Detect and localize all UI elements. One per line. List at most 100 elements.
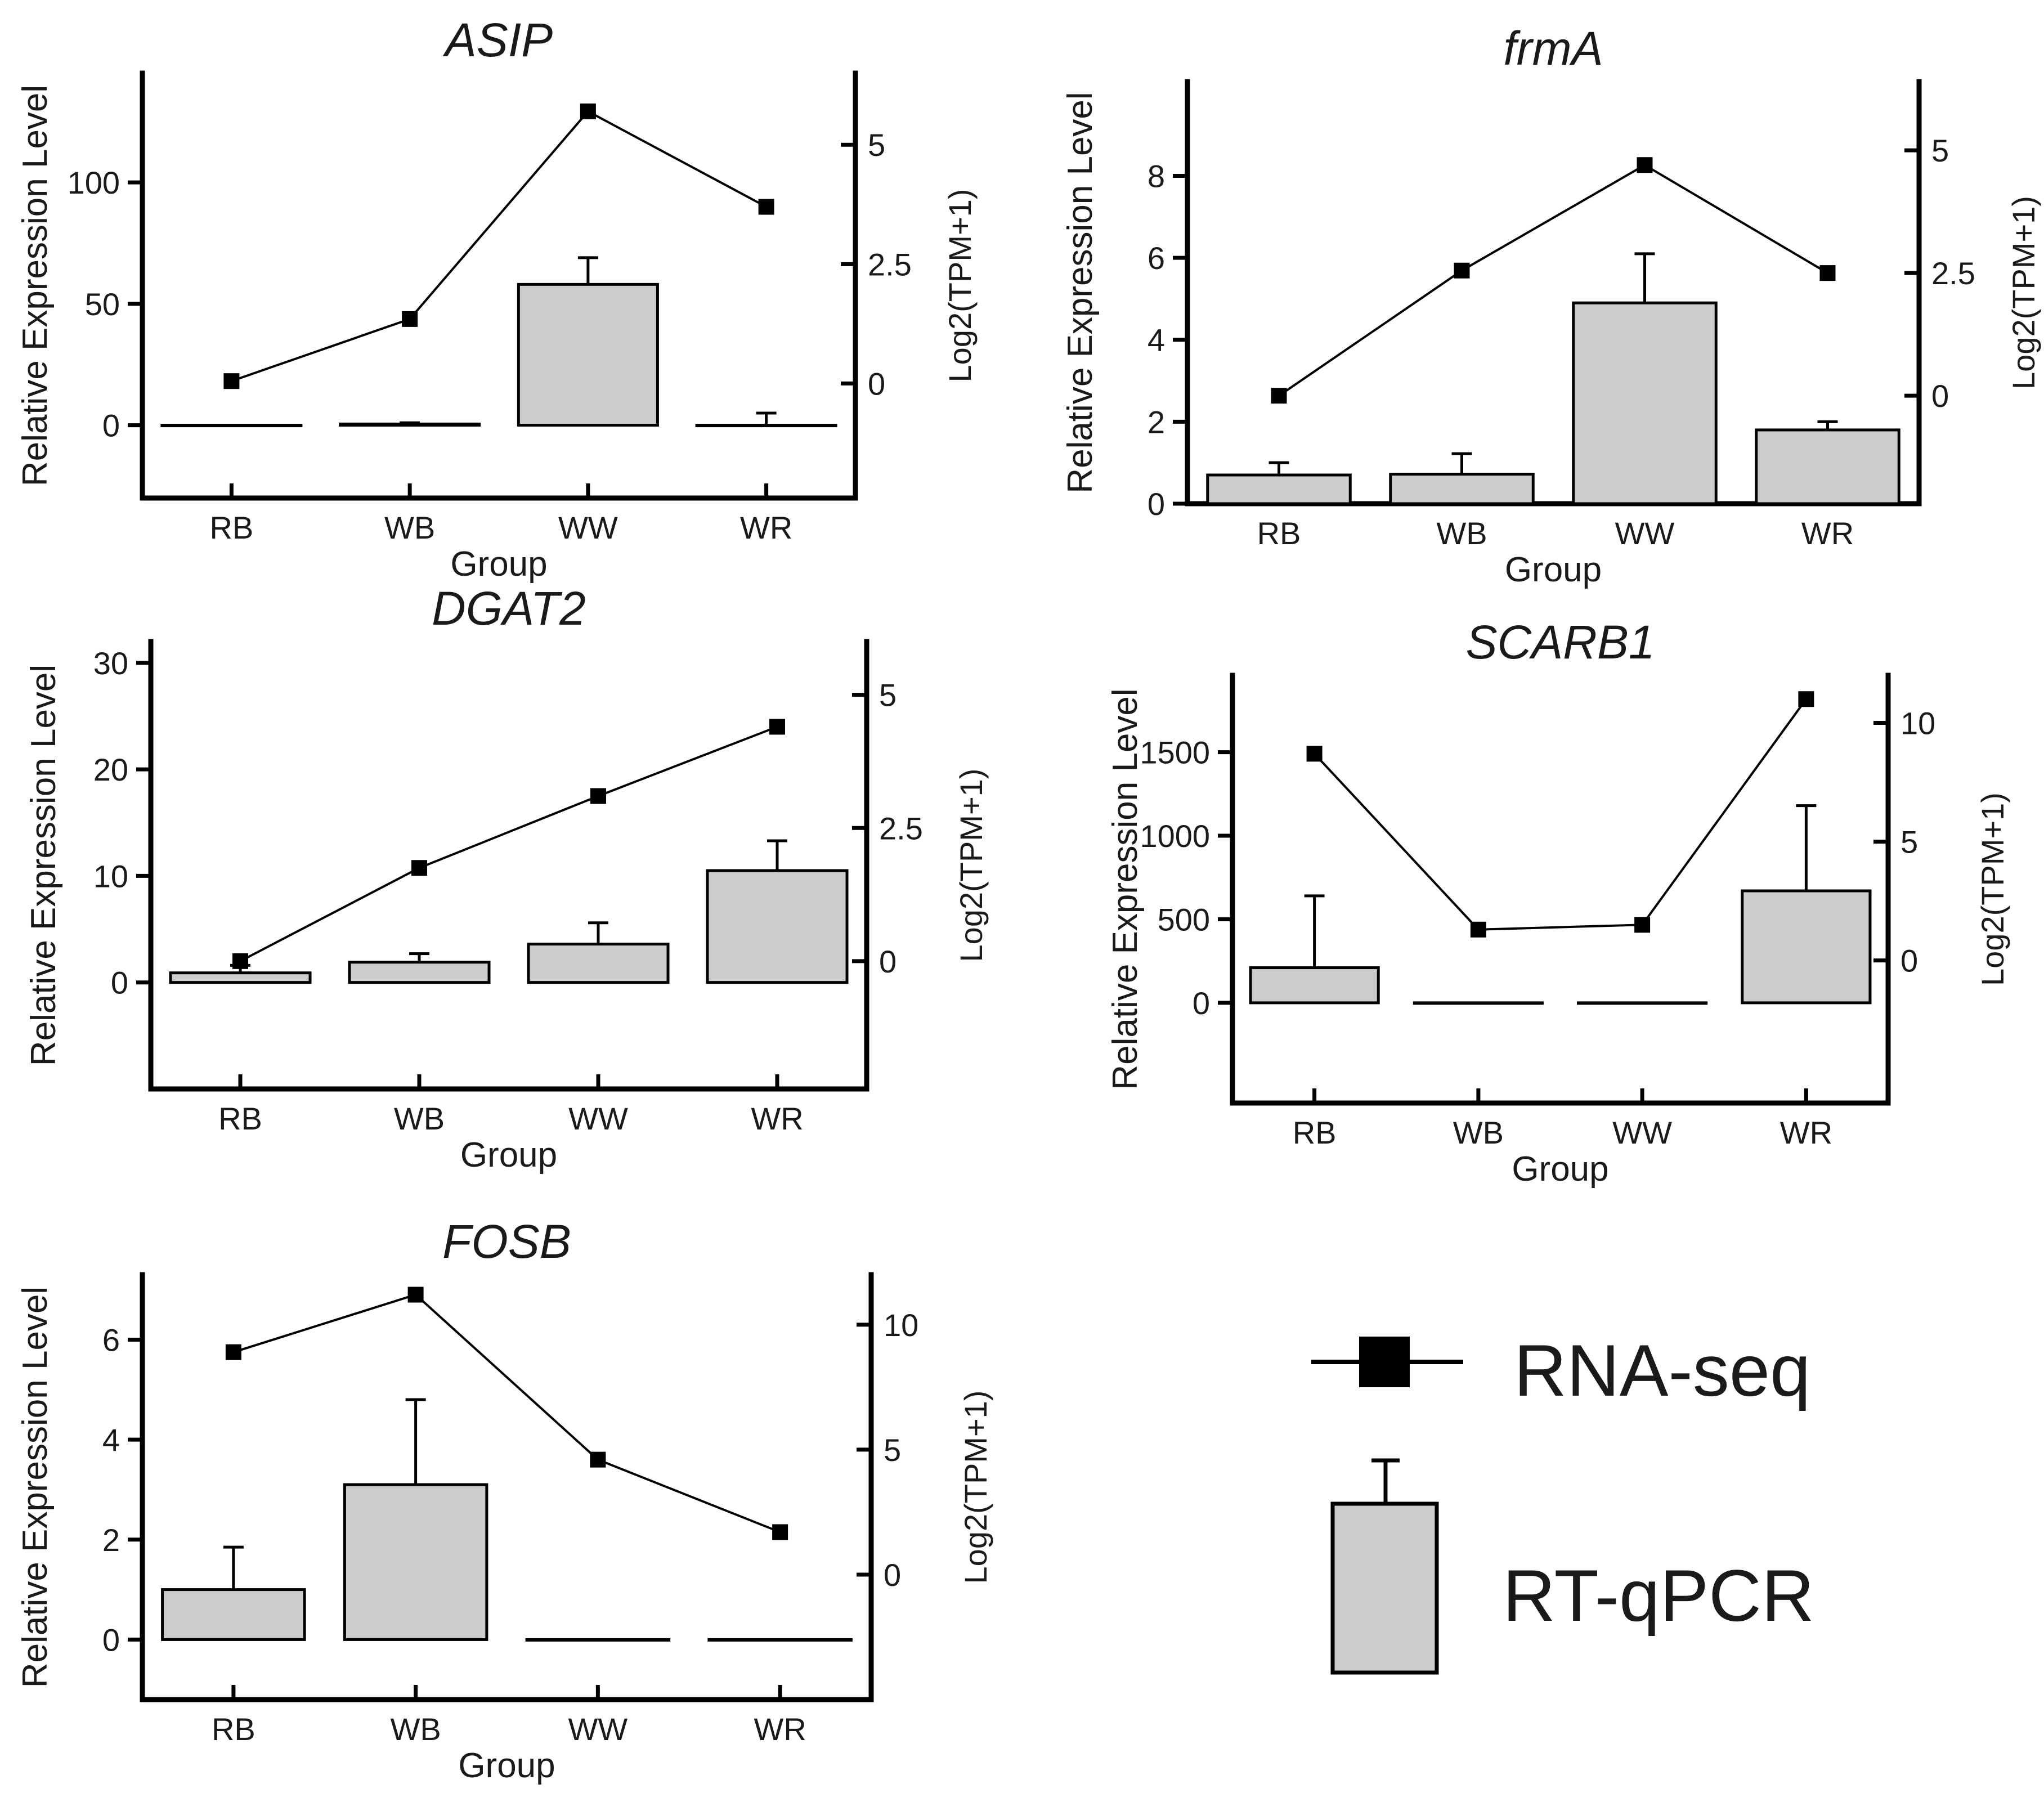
legend-rnaseq-marker [1359,1337,1410,1387]
rnaseq-point [1637,157,1653,173]
y-tick-label: 6 [102,1322,120,1357]
chart-panel: frmA 0 2 4 6 8 0 2.5 5 RB WB WW WR Group Relative Expr… [1061,22,2041,589]
x-tick-label: WW [1615,516,1675,551]
rnaseq-point [411,860,427,876]
bar [706,869,849,984]
y-tick-label: 6 [1147,240,1165,276]
axes-frame [140,1272,874,1702]
y-tick-label: 1000 [1140,818,1210,854]
rnaseq-line [1314,698,1807,931]
x-tick-label: WB [391,1711,441,1747]
y2-tick-label: 0 [868,366,885,401]
y-tick-label: 1500 [1140,735,1210,770]
y-tick-label: 4 [102,1422,120,1458]
bar [695,424,837,428]
x-tick-label: WW [1612,1115,1672,1150]
x-tick-label: WR [754,1711,806,1747]
y-tick-label: 4 [1147,322,1165,358]
bar [707,1638,853,1642]
y2-tick-label: 0 [879,944,897,979]
y-tick-label: 50 [85,286,120,322]
y2-axis-label: Log2(TPM+1) [2006,196,2041,389]
rnaseq-point [232,953,248,969]
rnaseq-point [1306,746,1323,762]
y2-tick-label: 5 [879,678,897,713]
chart-title: FOSB [442,1215,571,1268]
bar [1206,473,1352,505]
bar [169,971,312,984]
bar [1389,473,1535,505]
bar [525,1638,671,1642]
bar [343,1483,488,1641]
x-tick-label: WB [384,510,435,545]
bar [1755,428,1900,505]
rnaseq-point [772,1524,788,1540]
bar [527,943,670,984]
rnaseq-point [223,373,240,389]
y-tick-label: 20 [93,752,128,787]
y-axis-label: Relative Expression Level [16,85,55,486]
bar [160,424,303,428]
rnaseq-line [240,725,778,962]
y2-tick-label: 2.5 [868,246,912,282]
bar [1572,301,1718,505]
rnaseq-point [1819,265,1836,281]
x-tick-label: WW [568,1711,628,1747]
y2-axis-label: Log2(TPM+1) [942,189,978,383]
y-axis-label: Relative Expression Level [16,1286,55,1688]
chart-panel: SCARB1 0 500 1000 1500 0 5 10 RB WB WW WR Group Relat… [1106,616,2010,1189]
y-tick-label: 2 [1147,404,1165,440]
rnaseq-point [580,103,596,119]
rnaseq-point [225,1344,241,1360]
x-tick-label: WW [568,1101,628,1136]
y-axis-label: Relative Expression Level [24,665,63,1066]
bar [1249,966,1380,1005]
rnaseq-point [590,1451,606,1468]
y2-tick-label: 2.5 [1931,255,1975,291]
y2-tick-label: 5 [884,1432,901,1468]
bar [161,1588,306,1641]
rnaseq-point [590,788,606,804]
rnaseq-line [1278,163,1828,397]
rnaseq-point [402,311,418,327]
x-axis-label: Group [458,1746,555,1785]
rnaseq-point [1454,262,1470,279]
chart-title: SCARB1 [1465,616,1655,669]
x-tick-label: WR [1801,516,1854,551]
x-tick-label: RB [209,510,253,545]
rnaseq-point [769,719,785,735]
y-axis-label: Relative Expression Level [1061,92,1100,493]
y-tick-label: 0 [102,1622,120,1657]
y-tick-label: 0 [1147,486,1165,522]
y-axis-label: Relative Expression Level [1106,688,1145,1090]
y2-axis-label: Log2(TPM+1) [953,769,989,962]
y-tick-label: 0 [102,408,120,443]
rnaseq-point [1798,691,1814,707]
legend-rnaseq-label: RNA-seq [1514,1329,1810,1411]
legend-rtqpcr-bar [1330,1501,1439,1675]
legend: RNA-seq RT-qPCR [1311,1329,1814,1675]
y-tick-label: 10 [93,858,128,894]
rnaseq-line [231,110,767,383]
x-tick-label: WB [394,1101,445,1136]
chart-title: frmA [1503,22,1603,75]
x-tick-label: WB [1453,1115,1504,1150]
axes-frame [1185,79,1922,506]
x-axis-label: Group [450,545,547,584]
x-tick-label: WR [751,1101,803,1136]
x-tick-label: RB [212,1711,256,1747]
y-tick-label: 0 [1193,985,1210,1021]
rnaseq-point [407,1286,424,1303]
chart-panel: FOSB 0 2 4 6 0 5 10 RB WB WW WR Group Relative Expres… [16,1215,993,1785]
y2-axis-label: Log2(TPM+1) [1975,792,2010,986]
x-axis-label: Group [460,1136,557,1175]
y2-tick-label: 10 [1900,705,1935,741]
chart-title: ASIP [442,14,553,66]
chart-panel: DGAT2 0 10 20 30 0 2.5 5 RB WB WW WR Group Relative E… [24,582,989,1175]
y-tick-label: 100 [68,165,120,200]
rnaseq-point [1634,917,1651,933]
y2-tick-label: 0 [884,1557,901,1593]
x-tick-label: WR [740,510,792,545]
y-tick-label: 500 [1158,902,1210,937]
